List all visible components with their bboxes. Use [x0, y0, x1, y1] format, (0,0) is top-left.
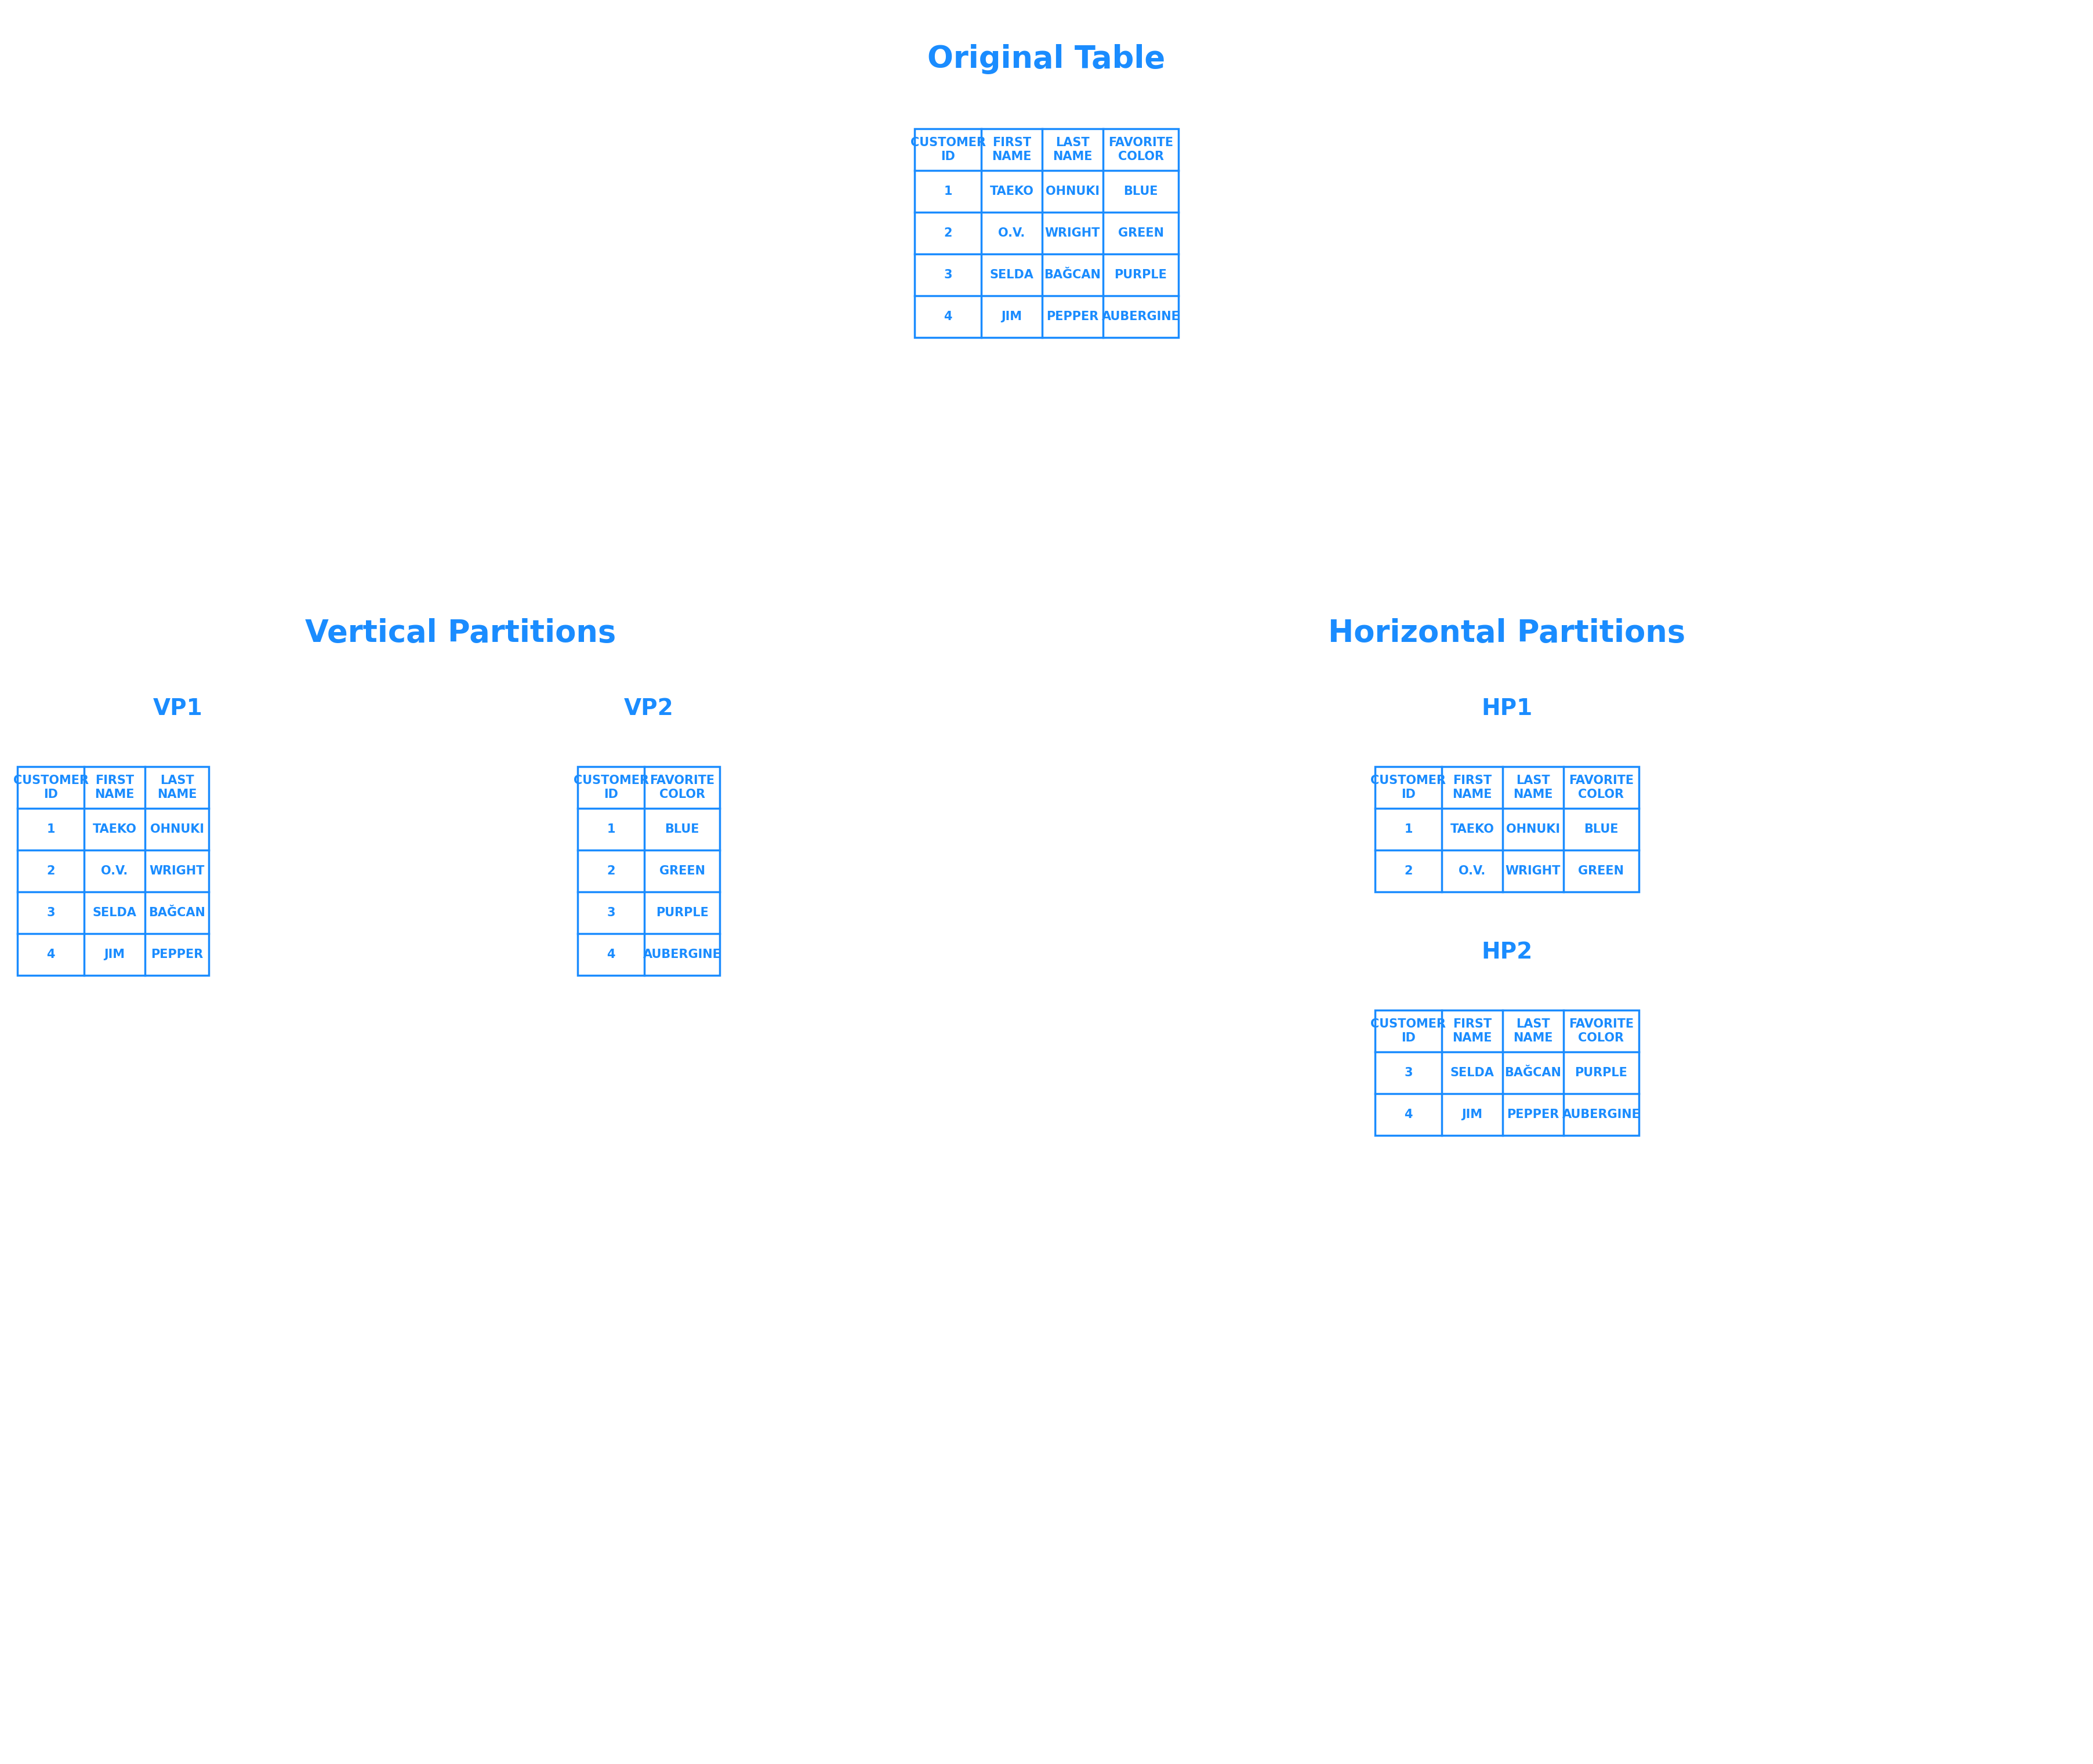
- Text: AUBERGINE: AUBERGINE: [1101, 310, 1180, 323]
- Text: WRIGHT: WRIGHT: [1044, 228, 1101, 238]
- Text: 1: 1: [944, 185, 952, 198]
- Text: CUSTOMER
ID: CUSTOMER ID: [1371, 1018, 1446, 1044]
- Text: O.V.: O.V.: [998, 228, 1026, 238]
- Text: PEPPER: PEPPER: [1507, 1110, 1559, 1120]
- Bar: [1375, 767, 1639, 893]
- Text: CUSTOMER
ID: CUSTOMER ID: [13, 774, 88, 801]
- Bar: [915, 129, 1178, 337]
- Text: TAEKO: TAEKO: [1450, 824, 1494, 834]
- Bar: [578, 767, 720, 975]
- Text: LAST
NAME: LAST NAME: [1053, 138, 1093, 162]
- Text: 1: 1: [46, 824, 54, 834]
- Text: OHNUKI: OHNUKI: [1507, 824, 1559, 834]
- Text: 2: 2: [607, 864, 615, 877]
- Text: AUBERGINE: AUBERGINE: [643, 949, 722, 960]
- Text: 4: 4: [607, 949, 615, 960]
- Text: BAĞCAN: BAĞCAN: [1505, 1067, 1561, 1078]
- Text: PURPLE: PURPLE: [655, 907, 710, 919]
- Text: AUBERGINE: AUBERGINE: [1561, 1110, 1641, 1120]
- Text: 2: 2: [1404, 864, 1413, 877]
- Text: PURPLE: PURPLE: [1113, 270, 1168, 280]
- Text: 1: 1: [607, 824, 615, 834]
- Text: PURPLE: PURPLE: [1574, 1067, 1628, 1078]
- Text: FAVORITE
COLOR: FAVORITE COLOR: [1568, 774, 1635, 801]
- Text: SELDA: SELDA: [92, 907, 136, 919]
- Text: VP2: VP2: [624, 697, 674, 720]
- Text: GREEN: GREEN: [659, 864, 705, 877]
- Text: 2: 2: [944, 228, 952, 238]
- Text: BAĞCAN: BAĞCAN: [149, 907, 205, 919]
- Text: SELDA: SELDA: [1450, 1067, 1494, 1078]
- Text: 3: 3: [1404, 1067, 1413, 1078]
- Text: HP2: HP2: [1482, 942, 1532, 963]
- Text: 4: 4: [46, 949, 54, 960]
- Text: OHNUKI: OHNUKI: [1046, 185, 1099, 198]
- Text: SELDA: SELDA: [990, 270, 1034, 280]
- Text: CUSTOMER
ID: CUSTOMER ID: [573, 774, 649, 801]
- Text: JIM: JIM: [105, 949, 126, 960]
- Text: 3: 3: [944, 270, 952, 280]
- Text: VP1: VP1: [153, 697, 203, 720]
- Text: BLUE: BLUE: [1124, 185, 1157, 198]
- Text: JIM: JIM: [1000, 310, 1021, 323]
- Text: BAĞCAN: BAĞCAN: [1044, 270, 1101, 280]
- Text: FIRST
NAME: FIRST NAME: [1453, 774, 1492, 801]
- Text: JIM: JIM: [1461, 1110, 1482, 1120]
- Bar: [1375, 1011, 1639, 1136]
- Text: PEPPER: PEPPER: [151, 949, 203, 960]
- Text: TAEKO: TAEKO: [92, 824, 136, 834]
- Text: FIRST
NAME: FIRST NAME: [94, 774, 134, 801]
- Text: BLUE: BLUE: [1584, 824, 1618, 834]
- Text: Horizontal Partitions: Horizontal Partitions: [1329, 617, 1685, 649]
- Text: 3: 3: [46, 907, 54, 919]
- Text: Vertical Partitions: Vertical Partitions: [306, 617, 615, 649]
- Text: FAVORITE
COLOR: FAVORITE COLOR: [1568, 1018, 1635, 1044]
- Text: FIRST
NAME: FIRST NAME: [1453, 1018, 1492, 1044]
- Text: Original Table: Original Table: [927, 44, 1166, 74]
- Text: HP1: HP1: [1482, 697, 1532, 720]
- Text: WRIGHT: WRIGHT: [1505, 864, 1561, 877]
- Text: O.V.: O.V.: [100, 864, 128, 877]
- Text: TAEKO: TAEKO: [990, 185, 1034, 198]
- Text: OHNUKI: OHNUKI: [151, 824, 203, 834]
- Text: LAST
NAME: LAST NAME: [1513, 1018, 1553, 1044]
- Text: O.V.: O.V.: [1459, 864, 1486, 877]
- Text: GREEN: GREEN: [1118, 228, 1164, 238]
- Text: CUSTOMER
ID: CUSTOMER ID: [1371, 774, 1446, 801]
- Text: 2: 2: [46, 864, 54, 877]
- Text: 4: 4: [944, 310, 952, 323]
- Text: FAVORITE
COLOR: FAVORITE COLOR: [1107, 138, 1174, 162]
- Text: 3: 3: [607, 907, 615, 919]
- Text: LAST
NAME: LAST NAME: [1513, 774, 1553, 801]
- Text: FAVORITE
COLOR: FAVORITE COLOR: [649, 774, 714, 801]
- Text: 4: 4: [1404, 1110, 1413, 1120]
- Text: 1: 1: [1404, 824, 1413, 834]
- Bar: [17, 767, 209, 975]
- Text: CUSTOMER
ID: CUSTOMER ID: [910, 138, 986, 162]
- Text: WRIGHT: WRIGHT: [149, 864, 205, 877]
- Text: PEPPER: PEPPER: [1046, 310, 1099, 323]
- Text: GREEN: GREEN: [1578, 864, 1624, 877]
- Text: FIRST
NAME: FIRST NAME: [992, 138, 1032, 162]
- Text: BLUE: BLUE: [666, 824, 699, 834]
- Text: LAST
NAME: LAST NAME: [157, 774, 197, 801]
